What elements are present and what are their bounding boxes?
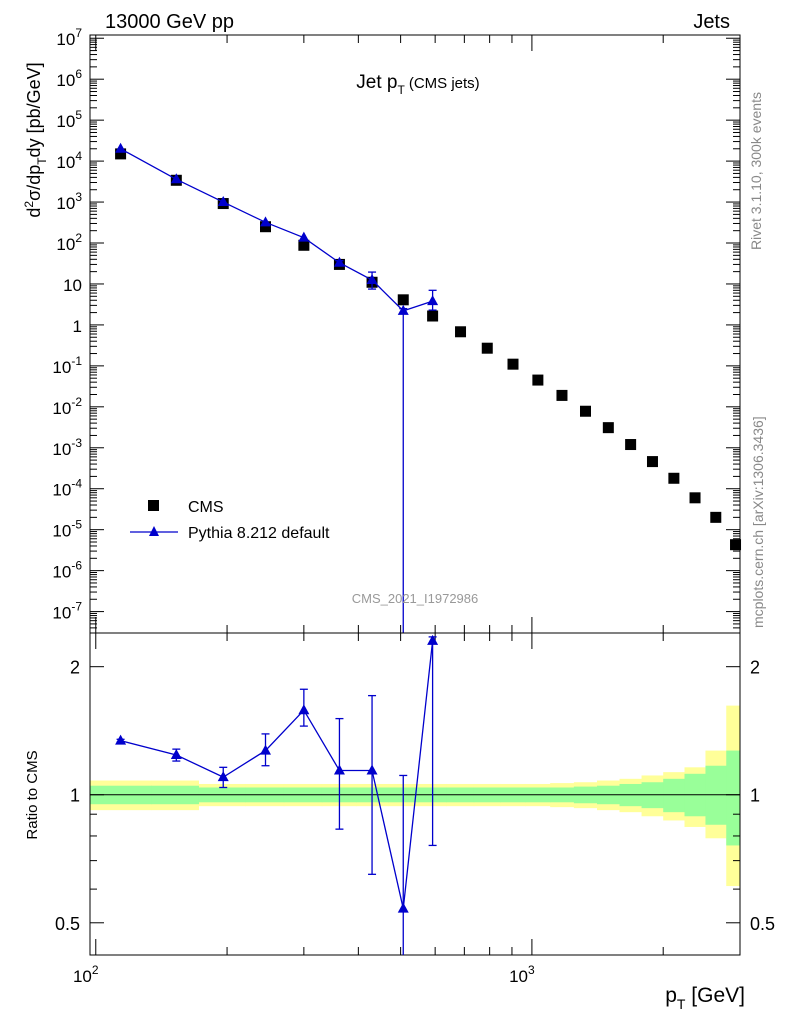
legend-label-cms: CMS [188, 499, 224, 516]
main-y-tick-label: 10-7 [52, 600, 82, 623]
main-y-tick-label: 104 [56, 149, 82, 172]
ratio-pythia-point [115, 734, 127, 745]
main-y-tick-label: 105 [56, 108, 82, 131]
pythia-point [333, 256, 345, 267]
x-axis-label: pT [GeV] [665, 984, 745, 1012]
ratio-panel: 102 103 0.5 0.5 1 1 2 2 [55, 632, 775, 986]
ratio-band-green [705, 765, 727, 825]
cms-point [507, 358, 519, 370]
ratio-band-green [726, 750, 741, 846]
main-y-tick-label: 10-3 [52, 436, 82, 459]
pythia-line [120, 148, 433, 312]
main-y-tick-label: 103 [56, 190, 82, 213]
ratio-pythia-point [333, 764, 345, 775]
ratio-pythia-point [298, 704, 310, 715]
pythia-point [260, 216, 271, 227]
ratio-pythia-point [397, 902, 409, 913]
main-axis-ticks: 10-7 10-6 10-5 10-4 10-3 10-2 10-1 1 10 102 103 104… [52, 26, 741, 634]
ratio-y-tick-label-right: 0.5 [750, 914, 775, 934]
ratio-bands [90, 705, 741, 887]
main-y-tick-label: 10-6 [52, 559, 82, 582]
pythia-point [170, 173, 182, 184]
cms-point [625, 439, 637, 451]
ratio-pythia-point [366, 764, 378, 775]
main-panel-frame [89, 34, 741, 634]
legend: CMS Pythia 8.212 default [130, 499, 330, 542]
chart-title-main: Jet p [356, 72, 397, 93]
ratio-y-tick-label: 2 [70, 658, 80, 678]
ratio-band-green [663, 778, 685, 813]
main-data-marks [115, 142, 742, 633]
cms-point [260, 221, 271, 233]
main-y-axis-label: d2σ/dpTdy [pb/GeV] [22, 62, 49, 217]
cms-point [455, 326, 467, 338]
ratio-y-tick-label: 1 [70, 786, 80, 806]
ratio-y-tick-label: 0.5 [55, 914, 80, 934]
pythia-point [366, 273, 378, 284]
ratio-panel-frame [89, 632, 741, 956]
x-tick-label: 103 [509, 963, 535, 986]
cms-point [602, 422, 614, 434]
cms-point [532, 374, 544, 386]
side-label-mcplots: mcplots.cern.ch [arXiv:1306.3436] [750, 416, 766, 628]
cms-point [646, 456, 658, 468]
cms-point [689, 492, 701, 504]
cms-point [668, 472, 680, 484]
ratio-pythia-point [260, 744, 271, 755]
watermark: CMS_2021_I1972986 [352, 591, 479, 606]
cms-point [481, 342, 493, 354]
side-label-rivet: Rivet 3.1.10, 300k events [748, 92, 764, 250]
header-right: Jets [693, 11, 730, 33]
ratio-y-axis-label: Ratio to CMS [24, 750, 41, 839]
ratio-y-tick-label-right: 2 [750, 658, 760, 678]
x-tick-label: 102 [73, 963, 99, 986]
ratio-pythia-line [120, 640, 434, 909]
main-y-tick-label: 106 [56, 67, 82, 90]
ratio-data-marks [115, 634, 439, 955]
cms-point [427, 310, 439, 322]
cms-point [730, 539, 742, 551]
main-panel: 10-7 10-6 10-5 10-4 10-3 10-2 10-1 1 10 102 103 104… [52, 26, 742, 634]
legend-marker-pythia [149, 526, 159, 536]
ratio-axis-ticks: 102 103 0.5 0.5 1 1 2 2 [55, 633, 775, 986]
main-y-tick-label: 10-4 [52, 477, 82, 500]
main-y-tick-label: 107 [56, 26, 82, 49]
cms-point [579, 405, 591, 417]
main-y-tick-label: 1 [73, 317, 82, 336]
main-y-tick-label: 10 [63, 276, 82, 295]
main-y-tick-label: 10-2 [52, 395, 82, 418]
legend-marker-cms [148, 500, 159, 511]
main-y-tick-label: 10-5 [52, 518, 82, 541]
chart-title: Jet pT (CMS jets) [356, 72, 479, 97]
chart-title-sub: T [398, 83, 406, 97]
ratio-y-tick-label-right: 1 [750, 786, 760, 806]
main-y-tick-label: 102 [56, 231, 82, 254]
ratio-pythia-point [170, 748, 182, 759]
header-left: 13000 GeV pp [105, 11, 234, 33]
pythia-point [115, 142, 127, 153]
pythia-point [217, 196, 229, 207]
cms-point [115, 148, 127, 160]
ratio-pythia-point [427, 634, 439, 645]
cms-point [710, 511, 722, 523]
main-y-tick-label: 10-1 [52, 354, 82, 377]
pythia-point [427, 295, 439, 306]
pythia-point [397, 304, 409, 315]
legend-label-pythia: Pythia 8.212 default [188, 525, 330, 542]
cms-point [397, 294, 409, 306]
ratio-pythia-point [217, 771, 229, 782]
pythia-point [298, 231, 310, 242]
cms-point [556, 389, 568, 401]
cms-point [298, 239, 310, 251]
chart-title-paren: (CMS jets) [409, 75, 480, 92]
